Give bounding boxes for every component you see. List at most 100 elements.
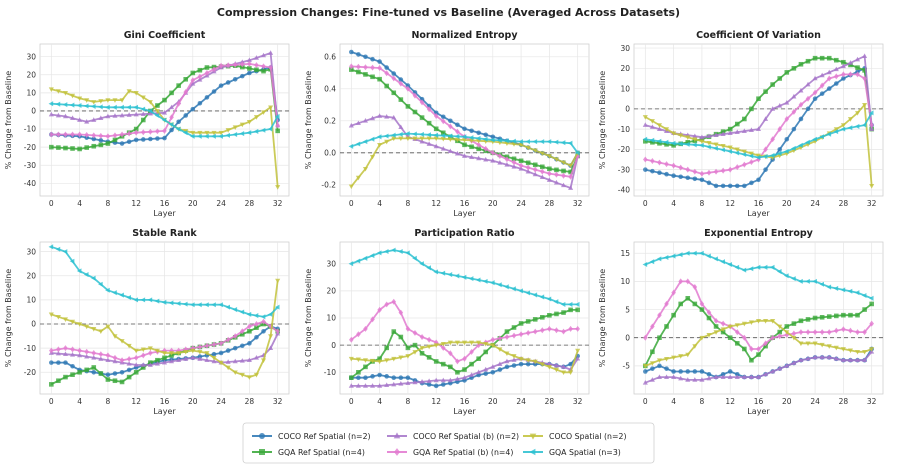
- data-point: [218, 133, 223, 139]
- data-point: [405, 83, 411, 88]
- data-point: [383, 248, 389, 255]
- data-point: [162, 355, 167, 361]
- data-point: [539, 294, 545, 300]
- y-tick-label: 10: [326, 314, 336, 323]
- data-point: [161, 359, 168, 365]
- data-point: [812, 55, 818, 61]
- data-point: [561, 328, 566, 335]
- data-point: [225, 128, 231, 133]
- data-point: [176, 351, 182, 356]
- data-point: [77, 131, 82, 138]
- data-point: [649, 361, 655, 366]
- data-point: [447, 133, 453, 139]
- data-point: [664, 171, 669, 177]
- data-point: [348, 143, 354, 149]
- x-tick-label: 28: [545, 199, 555, 208]
- data-point: [105, 287, 110, 293]
- y-tick-label: -20: [24, 368, 36, 377]
- data-point: [819, 314, 825, 320]
- data-point: [727, 145, 733, 151]
- data-point: [869, 126, 875, 131]
- y-tick-label: 0.4: [324, 85, 336, 94]
- x-tick-label: 16: [160, 199, 170, 208]
- data-point: [855, 357, 861, 363]
- data-point: [440, 341, 446, 347]
- data-point: [490, 158, 496, 163]
- data-point: [776, 269, 782, 275]
- x-tick-label: 0: [643, 397, 648, 406]
- data-point: [812, 75, 818, 81]
- data-point: [126, 89, 132, 94]
- data-point: [455, 128, 460, 135]
- data-point: [518, 321, 524, 326]
- data-point: [720, 167, 726, 174]
- data-point: [547, 325, 552, 332]
- data-point: [398, 355, 404, 361]
- data-point: [405, 136, 411, 142]
- data-point: [211, 89, 217, 94]
- data-point: [112, 104, 117, 110]
- data-point: [748, 127, 754, 132]
- data-point: [190, 348, 196, 354]
- data-point: [840, 287, 846, 293]
- data-point: [211, 133, 216, 139]
- data-point: [784, 136, 790, 142]
- data-point: [155, 103, 160, 108]
- data-point: [148, 136, 153, 142]
- data-point: [490, 137, 495, 143]
- data-point: [363, 54, 368, 60]
- data-point: [855, 65, 860, 70]
- legend-box: [242, 422, 655, 464]
- data-point: [664, 366, 669, 371]
- data-point: [553, 362, 559, 368]
- data-point: [70, 319, 76, 325]
- data-point: [734, 374, 740, 379]
- data-point: [147, 108, 153, 114]
- series-gqa-spatial-n-3: [48, 244, 280, 320]
- data-point: [133, 297, 139, 303]
- data-point: [862, 53, 868, 58]
- data-point: [155, 357, 160, 363]
- data-point: [254, 62, 259, 69]
- data-point: [553, 367, 559, 373]
- legend-marker: [529, 433, 537, 440]
- data-point: [391, 329, 397, 334]
- series-coco-spatial-n-2: [642, 318, 875, 369]
- data-point: [777, 365, 783, 371]
- data-point: [685, 166, 691, 173]
- series-coco-spatial-n-2: [348, 340, 581, 376]
- data-point: [855, 329, 860, 336]
- data-point: [518, 158, 524, 164]
- data-point: [483, 145, 489, 152]
- data-point: [363, 64, 368, 71]
- data-point: [384, 114, 390, 119]
- y-tick-label: 10: [620, 84, 630, 93]
- data-point: [720, 147, 725, 153]
- data-point: [155, 136, 160, 141]
- x-tick-label: 20: [782, 199, 792, 208]
- data-point: [812, 341, 818, 347]
- data-point: [77, 347, 82, 354]
- y-tick-label: -40: [618, 186, 630, 195]
- legend-entry: COCO Ref Spatial (n=2): [252, 432, 371, 441]
- data-point: [232, 76, 238, 82]
- data-point: [211, 351, 217, 357]
- data-point: [56, 378, 61, 384]
- data-point: [433, 339, 439, 346]
- data-point: [240, 73, 245, 79]
- data-point: [412, 109, 418, 115]
- data-point: [246, 311, 252, 317]
- panel-title: Stable Rank: [132, 228, 197, 239]
- data-point: [685, 135, 691, 140]
- data-point: [497, 160, 503, 165]
- data-point: [525, 329, 531, 336]
- data-point: [819, 329, 825, 336]
- data-point: [699, 177, 705, 183]
- data-point: [469, 361, 474, 367]
- data-point: [211, 341, 217, 348]
- data-point: [490, 280, 495, 286]
- data-point: [671, 369, 676, 374]
- data-point: [518, 162, 524, 169]
- data-point: [197, 343, 203, 350]
